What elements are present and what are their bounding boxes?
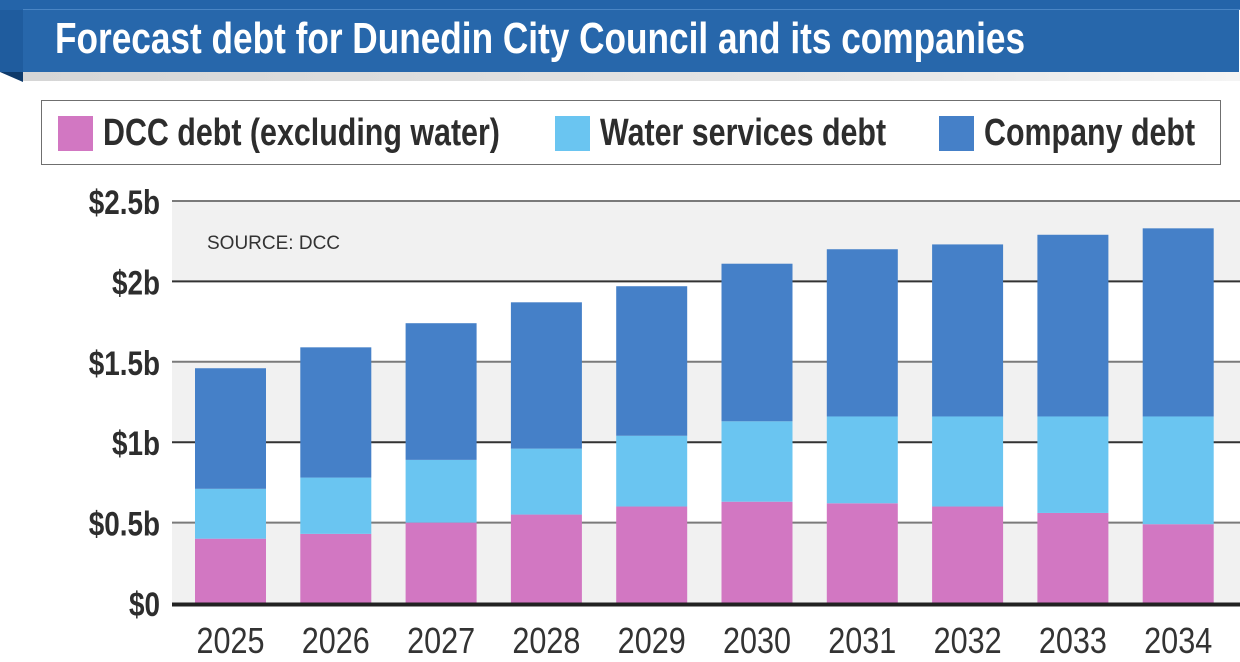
bar-segment-company [616,286,688,436]
bar-segment-dcc [616,506,688,603]
bar-segment-dcc [510,514,582,603]
banner-highlight [23,9,1240,10]
legend-label-company: Company debt [984,112,1196,154]
legend-label-water: Water services debt [600,112,887,154]
bar-segment-dcc [195,538,266,603]
bar-segment-dcc [826,503,898,603]
bar-segment-water [616,435,688,507]
x-tick-label: 2029 [618,622,686,662]
x-tick-label: 2028 [512,622,580,662]
bar-segment-water [932,416,1004,507]
title-banner [23,10,1239,72]
stacked-bar-chart: SOURCE: DCC $0 $0.5b $1b $1.5b $2b $2.5b 2025… [89,183,1240,662]
bar-segment-dcc [1037,512,1109,603]
bar-segment-water [826,416,898,504]
source-note: SOURCE: DCC [207,233,340,254]
y-axis-ticks: $0 $0.5b $1b $1.5b $2b $2.5b [89,183,160,623]
legend-swatch-company [939,116,974,151]
bar-segment-water [721,421,793,502]
bar-segment-dcc [932,506,1004,603]
bar-segment-company [1037,234,1109,417]
bar-segment-water [405,459,477,523]
x-tick-label: 2025 [196,622,264,662]
x-axis-ticks: 2025 2026 2027 2028 2029 2030 2031 2032 2033 2034 [196,622,1212,662]
bar-segment-water [510,448,582,515]
x-tick-label: 2026 [302,622,370,662]
x-tick-label: 2033 [1039,622,1107,662]
bar-segment-water [1142,416,1214,525]
bar-segment-dcc [721,501,793,603]
bar-segment-water [1037,416,1109,513]
bar-segment-company [195,368,266,489]
bar-segment-dcc [405,522,477,603]
x-tick-label: 2034 [1144,622,1212,662]
chart-title: Forecast debt for Dunedin City Council a… [55,14,1026,63]
y-tick-label: $1.5b [89,344,160,382]
bar-segment-company [300,347,372,478]
bar-segment-company [510,302,582,449]
bar-segment-dcc [1142,524,1214,603]
legend-swatch-water [555,116,590,151]
bar-segment-water [195,488,266,539]
bar-segment-company [1142,228,1214,417]
banner-shadow [23,72,1240,81]
bar-segment-company [405,323,477,460]
y-tick-label: $0.5b [89,505,160,543]
bar-segment-company [721,263,793,422]
legend: DCC debt (excluding water) Water service… [41,100,1221,165]
banner-top-strip [0,0,1240,10]
x-tick-label: 2030 [723,622,791,662]
y-tick-label: $2b [112,264,160,302]
x-tick-label: 2027 [407,622,475,662]
banner-fold [0,10,23,72]
bar-segment-company [826,249,898,417]
x-tick-label: 2032 [934,622,1002,662]
bar-segment-dcc [300,533,372,603]
banner-fold-shadow [0,72,23,82]
legend-label-dcc: DCC debt (excluding water) [103,112,500,154]
y-tick-label: $2.5b [89,183,160,221]
bar-segment-company [932,244,1004,417]
bar-segment-water [300,477,372,534]
bars [195,228,1214,603]
y-tick-label: $0 [129,585,160,623]
x-tick-label: 2031 [828,622,896,662]
legend-swatch-dcc [58,116,93,151]
y-tick-label: $1b [112,425,160,463]
